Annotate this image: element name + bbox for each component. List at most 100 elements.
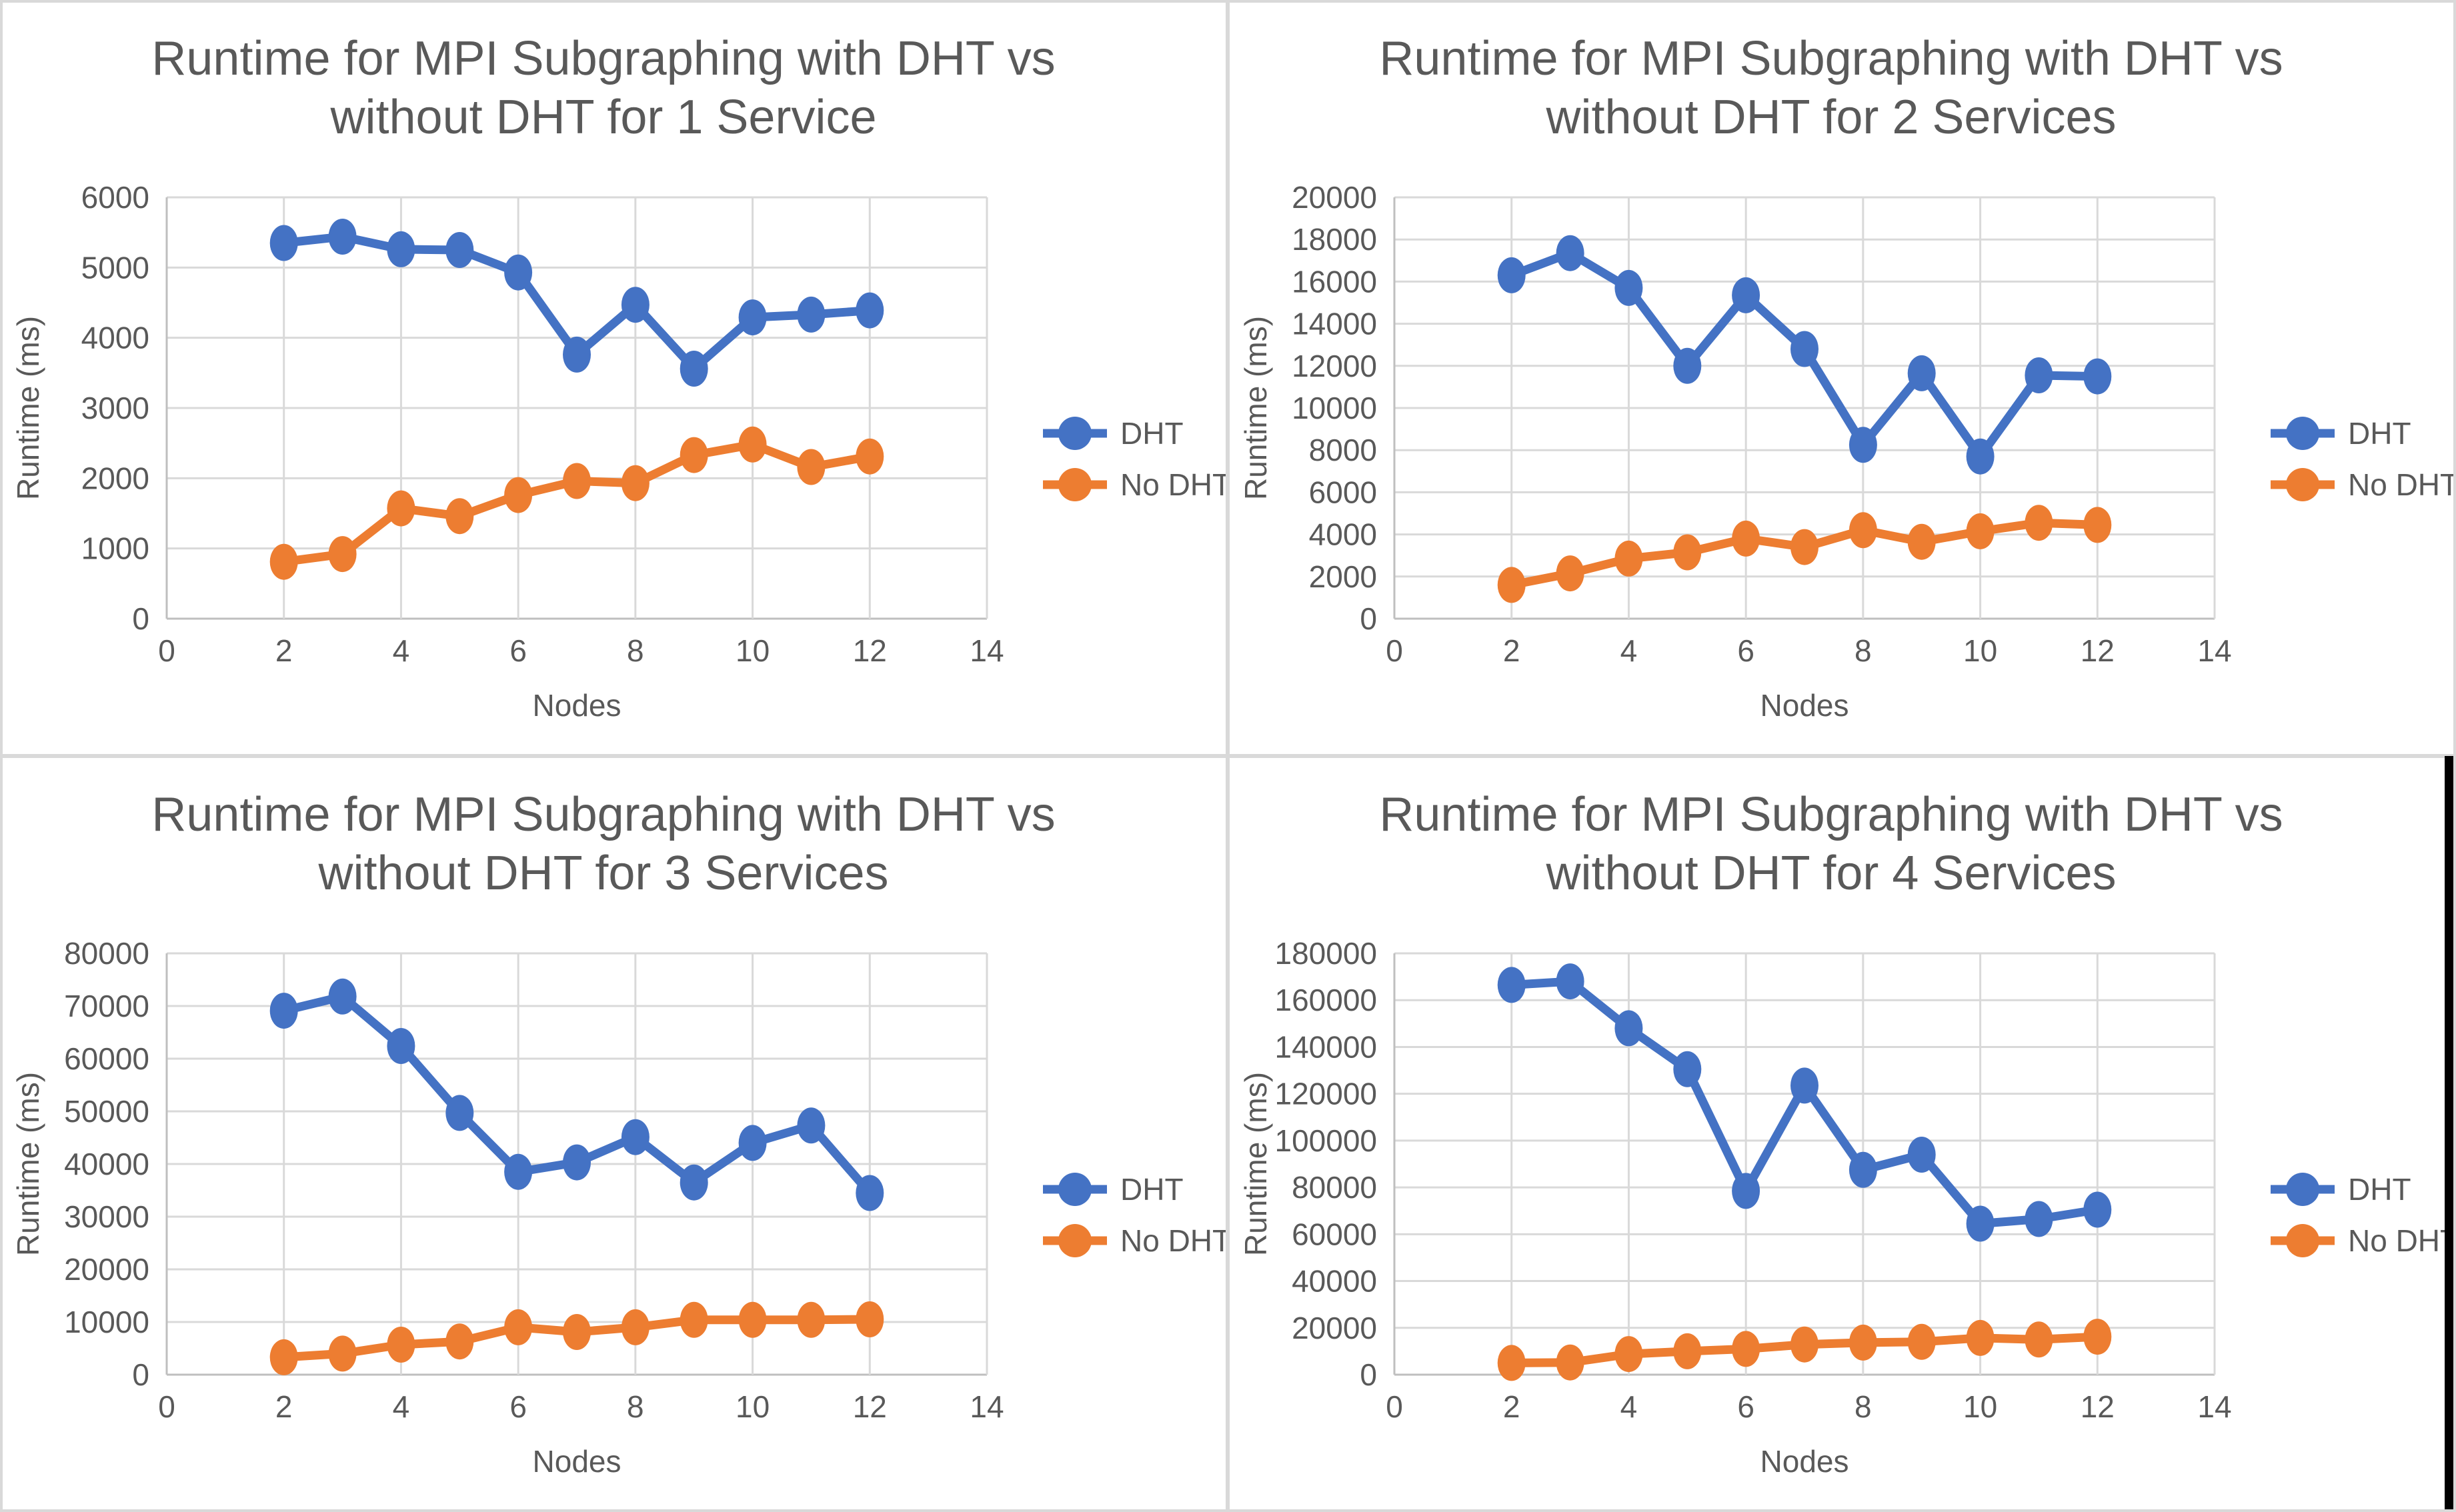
- data-point-marker: [621, 1119, 650, 1155]
- data-point-marker: [1966, 513, 1995, 549]
- y-tick-label: 100000: [1275, 1123, 1378, 1158]
- x-tick-label: 2: [1503, 1389, 1520, 1424]
- data-point-marker: [504, 254, 533, 291]
- data-point-marker: [1790, 331, 1818, 367]
- data-point-marker: [1966, 1205, 1995, 1242]
- data-point-marker: [2083, 1319, 2112, 1355]
- data-point-marker: [797, 1107, 826, 1144]
- data-point-marker: [1732, 520, 1760, 557]
- vertical-panel-divider: [1226, 0, 1230, 1512]
- x-tick-label: 2: [275, 633, 293, 668]
- data-point-marker: [1790, 1326, 1818, 1363]
- y-tick-label: 40000: [64, 1147, 149, 1181]
- x-tick-label: 6: [509, 1389, 527, 1424]
- data-point-marker: [328, 219, 357, 255]
- y-tick-label: 0: [1360, 1357, 1377, 1392]
- y-tick-label: 70000: [64, 989, 149, 1023]
- y-axis-title: Runtime (ms): [1238, 1072, 1273, 1256]
- x-tick-label: 10: [736, 633, 770, 668]
- x-tick-label: 10: [1963, 633, 1997, 668]
- x-axis-title: Nodes: [533, 1444, 622, 1479]
- y-tick-label: 80000: [1292, 1170, 1377, 1205]
- y-tick-label: 30000: [64, 1199, 149, 1234]
- y-tick-label: 1000: [81, 531, 149, 566]
- x-tick-label: 4: [1620, 1389, 1638, 1424]
- x-tick-label: 0: [158, 633, 175, 668]
- data-point-marker: [504, 1153, 533, 1190]
- data-point-marker: [1673, 347, 1702, 384]
- x-axis-title: Nodes: [533, 688, 622, 723]
- legend-marker: [1058, 417, 1092, 450]
- data-point-marker: [269, 225, 298, 261]
- data-point-marker: [1673, 534, 1702, 571]
- y-tick-label: 4000: [1309, 517, 1377, 552]
- x-tick-label: 12: [2081, 633, 2115, 668]
- data-point-marker: [680, 351, 708, 387]
- data-point-marker: [1556, 235, 1584, 271]
- legend-marker: [2286, 1173, 2319, 1206]
- y-tick-label: 60000: [64, 1041, 149, 1076]
- data-point-marker: [269, 543, 298, 580]
- y-tick-label: 0: [1360, 601, 1377, 636]
- chart-title-line1: Runtime for MPI Subgraphing with DHT vs: [151, 32, 1055, 85]
- y-axis-title: Runtime (ms): [11, 1072, 45, 1256]
- y-tick-label: 20000: [1292, 180, 1377, 215]
- data-point-marker: [738, 1301, 767, 1338]
- data-point-marker: [1907, 1137, 1936, 1173]
- data-point-marker: [797, 449, 826, 485]
- y-tick-label: 18000: [1292, 222, 1377, 257]
- x-tick-label: 14: [2197, 633, 2231, 668]
- data-point-marker: [445, 1095, 474, 1131]
- legend-label: No DHT: [2348, 467, 2455, 502]
- y-tick-label: 10000: [1292, 391, 1377, 425]
- data-point-marker: [1790, 529, 1818, 565]
- data-point-marker: [1614, 540, 1643, 577]
- data-point-marker: [621, 465, 650, 501]
- y-tick-label: 160000: [1275, 983, 1378, 1017]
- line-chart-1: 0 1000 2000 3000 4000 5000 6000 0 2 4 6 8 10 12 14 Runt…: [11, 32, 1228, 723]
- data-point-marker: [738, 299, 767, 336]
- data-point-marker: [2083, 507, 2112, 543]
- x-tick-label: 10: [1963, 1389, 1997, 1424]
- chart-title-line1: Runtime for MPI Subgraphing with DHT vs: [1379, 788, 2283, 841]
- y-axis-title: Runtime (ms): [1238, 316, 1273, 500]
- x-tick-label: 0: [1386, 1389, 1403, 1424]
- data-point-marker: [1556, 555, 1584, 592]
- line-chart-2: 0 2000 4000 6000 8000 10000 12000 14000 16000 180…: [1238, 32, 2455, 723]
- x-tick-label: 8: [627, 1389, 644, 1424]
- x-tick-label: 0: [158, 1389, 175, 1424]
- y-tick-label: 8000: [1309, 433, 1377, 467]
- y-tick-label: 50000: [64, 1094, 149, 1129]
- data-point-marker: [1849, 1151, 1877, 1188]
- data-point-marker: [445, 232, 474, 268]
- data-point-marker: [856, 1301, 884, 1337]
- y-tick-label: 14000: [1292, 307, 1377, 341]
- data-point-marker: [1849, 1324, 1877, 1361]
- data-point-marker: [1849, 427, 1877, 463]
- data-point-marker: [445, 498, 474, 535]
- data-point-marker: [445, 1323, 474, 1360]
- data-point-marker: [269, 1339, 298, 1375]
- data-point-marker: [680, 1301, 708, 1338]
- data-point-marker: [1614, 269, 1643, 306]
- y-tick-label: 120000: [1275, 1077, 1378, 1111]
- x-tick-label: 12: [2081, 1389, 2115, 1424]
- data-point-marker: [2025, 357, 2053, 393]
- y-tick-label: 2000: [1309, 559, 1377, 594]
- data-point-marker: [680, 1164, 708, 1201]
- legend-label: DHT: [2348, 416, 2411, 451]
- data-point-marker: [2025, 1321, 2053, 1358]
- data-point-marker: [1556, 1344, 1584, 1381]
- y-tick-label: 16000: [1292, 264, 1377, 299]
- y-tick-label: 10000: [64, 1305, 149, 1339]
- data-point-marker: [797, 1301, 826, 1338]
- data-point-marker: [563, 336, 591, 373]
- y-tick-label: 140000: [1275, 1029, 1378, 1064]
- data-point-marker: [738, 426, 767, 463]
- x-tick-label: 8: [1855, 1389, 1872, 1424]
- x-tick-label: 8: [1855, 633, 1872, 668]
- y-tick-label: 0: [132, 1357, 149, 1392]
- data-point-marker: [1497, 967, 1526, 1003]
- data-point-marker: [1907, 355, 1936, 391]
- x-tick-label: 14: [970, 1389, 1004, 1424]
